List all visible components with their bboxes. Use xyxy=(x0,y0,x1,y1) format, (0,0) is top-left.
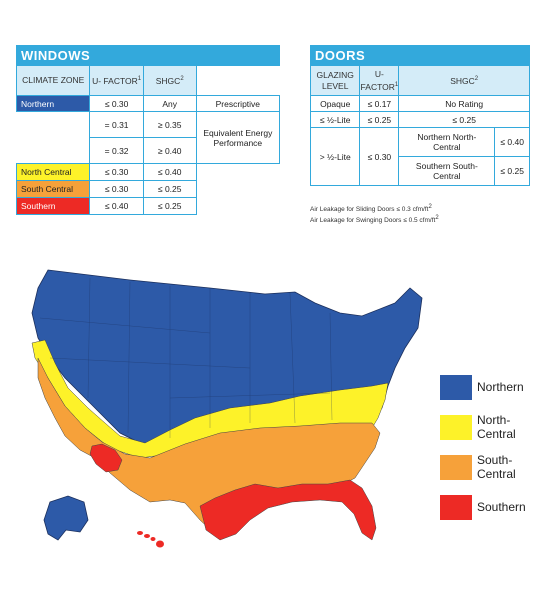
hawaii xyxy=(137,531,164,548)
table-cell: ≤ 0.40 xyxy=(89,197,144,215)
table-cell: Southern South-Central xyxy=(398,156,496,186)
map-legend: Northern North-Central South-Central Sou… xyxy=(440,368,537,528)
table-cell: ≤ 0.30 xyxy=(89,180,144,198)
legend-item-south-central: South-Central xyxy=(440,448,537,486)
legend-item-northern: Northern xyxy=(440,368,537,406)
table-cell: ≤ 0.17 xyxy=(359,95,400,112)
southern-region-southwest xyxy=(89,443,123,473)
table-cell: ≤ 0.25 xyxy=(359,111,400,128)
legend-swatch xyxy=(440,454,472,480)
table-cell: ≤ 0.25 xyxy=(398,111,530,128)
table-cell: ≤ 0.25 xyxy=(142,180,197,198)
doors-table: DOORS GLAZING LEVEL U- FACTOR1 SHGC2 Opa… xyxy=(309,45,530,186)
table-cell: = 0.32 xyxy=(89,137,144,164)
table-cell: ≥ 0.35 xyxy=(142,111,197,138)
air-swinging: Air Leakage for Swinging Doors ≤ 0.5 cfm… xyxy=(310,215,439,225)
legend-label: North-Central xyxy=(477,413,516,441)
col-shgc: SHGC2 xyxy=(398,65,530,96)
legend-label: South-Central xyxy=(477,453,516,481)
table-cell: Opaque xyxy=(309,95,361,112)
note-prescriptive: Prescriptive xyxy=(195,95,281,112)
legend-label: Southern xyxy=(477,500,526,514)
legend-item-southern: Southern xyxy=(440,488,537,526)
table-cell: ≤ ½-Lite xyxy=(309,111,361,128)
windows-title: WINDOWS xyxy=(16,45,280,66)
zone-southern: Southern xyxy=(15,197,91,215)
legend-swatch xyxy=(440,374,472,400)
legend-label: Northern xyxy=(477,380,524,394)
table-cell: ≤ 0.30 xyxy=(89,163,144,181)
table-cell: ≥ 0.40 xyxy=(142,137,197,164)
air-leakage-notes: Air Leakage for Sliding Doors ≤ 0.3 cfm/… xyxy=(310,203,439,225)
state-borders xyxy=(39,277,333,438)
table-cell: ≤ 0.30 xyxy=(359,127,400,186)
air-sliding: Air Leakage for Sliding Doors ≤ 0.3 cfm/… xyxy=(310,204,432,214)
table-cell: No Rating xyxy=(398,95,530,112)
table-cell: ≤ 0.40 xyxy=(494,127,530,157)
table-cell: = 0.31 xyxy=(89,111,144,138)
note-equivalent: Equivalent Energy Performance xyxy=(195,111,281,164)
legend-item-north-central: North-Central xyxy=(440,408,537,446)
table-cell: ≤ 0.25 xyxy=(142,197,197,215)
zone-northern: Northern xyxy=(15,95,91,112)
table-cell: ≤ 0.30 xyxy=(89,95,144,112)
col-u-factor: U- FACTOR1 xyxy=(359,65,400,96)
southern-region-gulf xyxy=(199,479,377,541)
col-u-factor: U- FACTOR1 xyxy=(89,65,144,96)
windows-table: WINDOWS CLIMATE ZONE U- FACTOR1 SHGC2 No… xyxy=(15,45,281,215)
zone-south-central: South Central xyxy=(15,180,91,198)
doors-title: DOORS xyxy=(310,45,530,66)
climate-zone-map xyxy=(31,269,423,548)
col-shgc: SHGC2 xyxy=(142,65,197,96)
col-glazing-level: GLAZING LEVEL xyxy=(309,65,361,96)
legend-swatch xyxy=(440,414,472,440)
table-cell: Northern North-Central xyxy=(398,127,496,157)
zone-north-central: North Central xyxy=(15,163,91,181)
table-cell: ≤ 0.40 xyxy=(142,163,197,181)
table-cell: Any xyxy=(142,95,197,112)
table-cell: ≤ 0.25 xyxy=(494,156,530,186)
table-cell: > ½-Lite xyxy=(309,127,361,186)
alaska xyxy=(43,495,89,541)
col-climate-zone: CLIMATE ZONE xyxy=(15,65,91,96)
legend-swatch xyxy=(440,494,472,520)
